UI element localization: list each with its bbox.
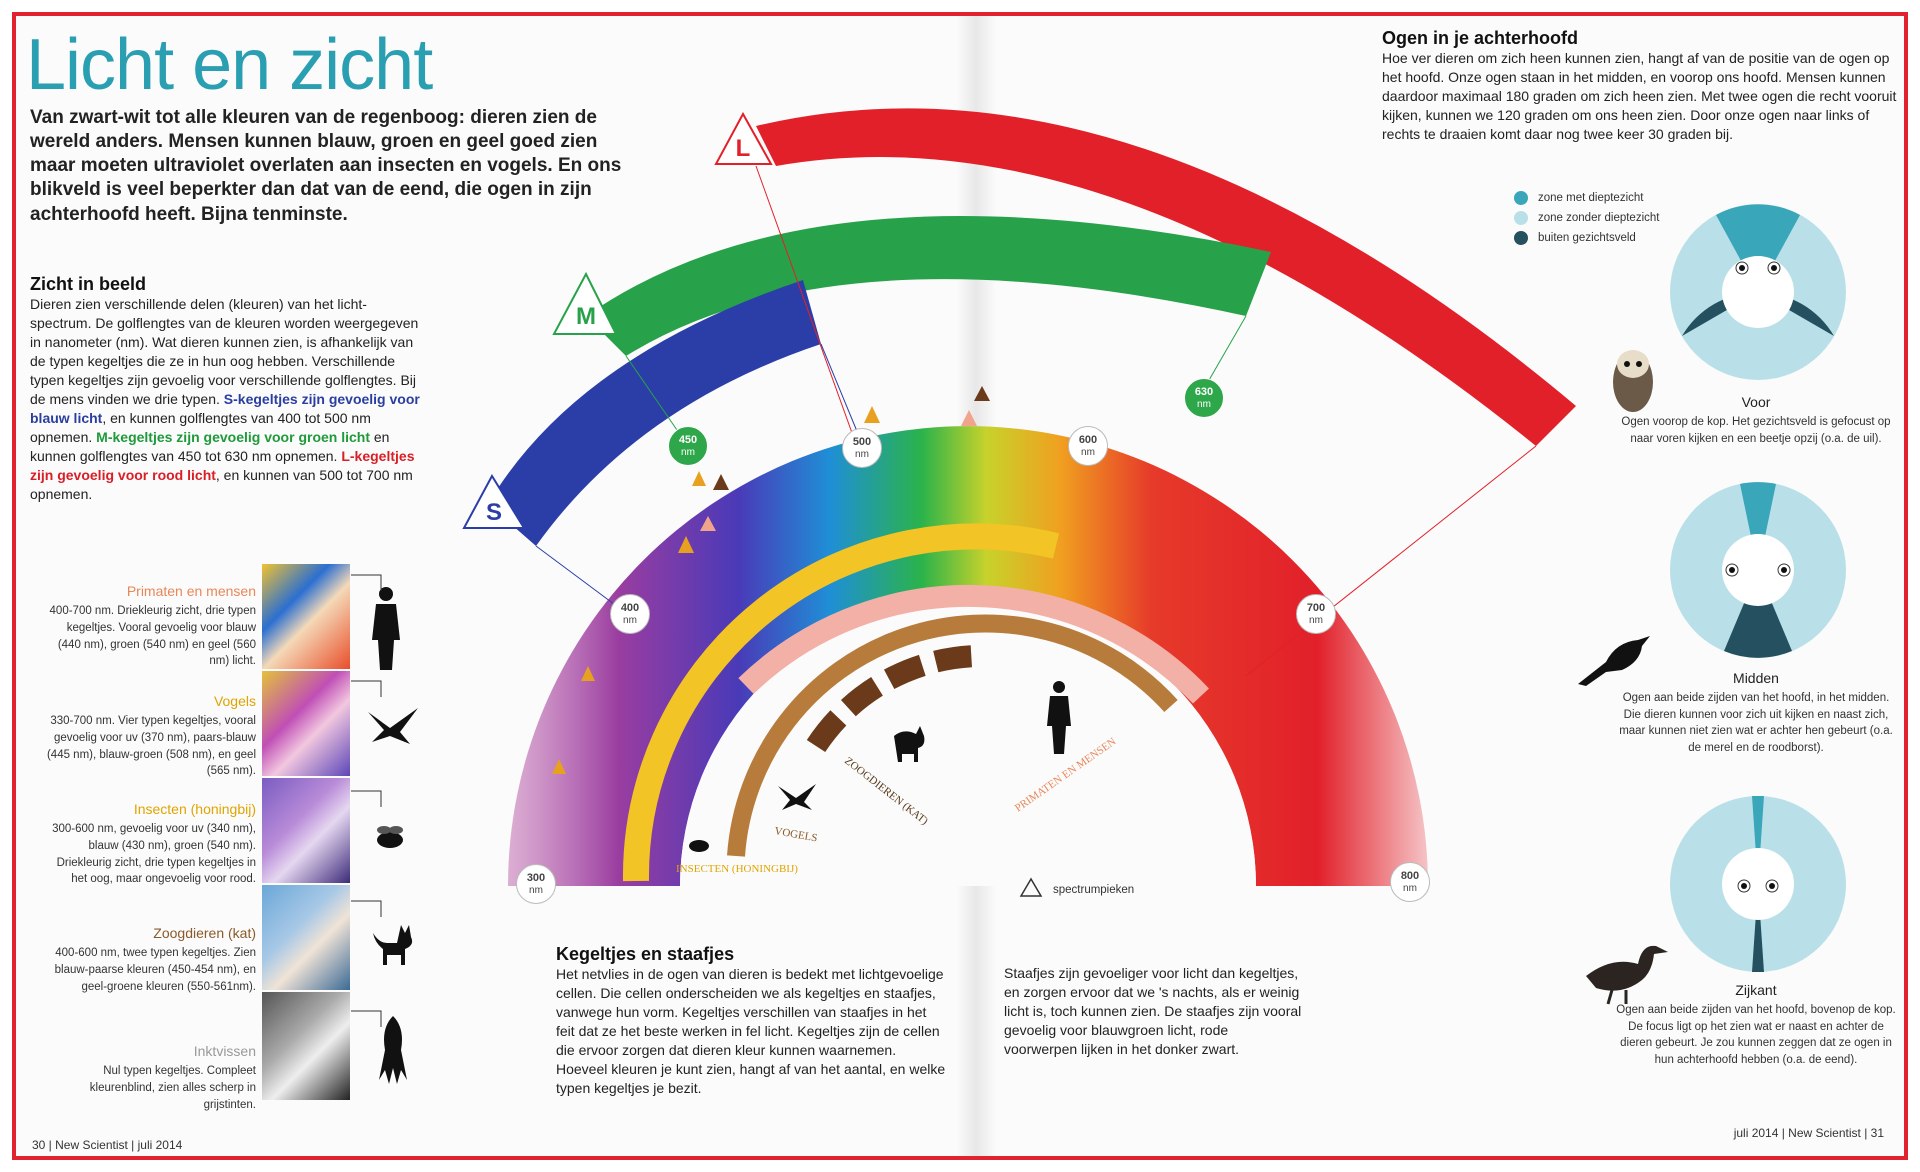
eye-caption-middle: Ogen aan beide zijden van het hoofd, in … — [1619, 692, 1893, 755]
wavelength-500: 500 nm — [842, 428, 882, 468]
peak-legend-icon — [1019, 877, 1043, 897]
paragraph-part: Dieren zien verschillende delen (kleuren… — [30, 296, 419, 408]
m-cone-band — [586, 216, 1271, 356]
magazine-spread: Licht en zicht Van zwart-wit tot alle kl… — [12, 12, 1908, 1160]
s-cone-band — [488, 280, 821, 546]
arc-label-insects: INSECTEN (HONINGBIJ) — [676, 863, 798, 875]
m-cone-text: M-kegeltjes zijn gevoelig voor groen lic… — [96, 429, 370, 446]
legend-item: zone zonder dieptezicht — [1514, 208, 1734, 228]
animal-description: Nul typen kegeltjes. Compleet kleurenbli… — [89, 1065, 256, 1111]
section-zicht-in-beeld: Zicht in beeld Dieren zien verschillende… — [30, 274, 420, 504]
animal-item: Primaten en mensen 400-700 nm. Driekleur… — [46, 581, 256, 670]
wavelength-450: 450 nm — [668, 426, 708, 466]
section-body: Dieren zien verschillende delen (kleuren… — [30, 295, 420, 504]
section-kegeltjes: Kegeltjes en staafjes Het netvlies in de… — [556, 944, 946, 1098]
animal-description: 400-600 nm, twee typen kegeltjes. Zien b… — [54, 947, 256, 993]
legend-swatch — [1514, 231, 1528, 245]
wavelength-630: 630 nm — [1184, 378, 1224, 418]
squid-silhouette-icon — [379, 1016, 407, 1084]
l-cone-band — [756, 108, 1576, 447]
s-cone-marker — [462, 473, 526, 529]
animal-name: Zoogdieren (kat) — [153, 925, 256, 941]
section-body: Het netvlies in de ogen van dieren is be… — [556, 966, 946, 1097]
animal-item: Zoogdieren (kat) 400-600 nm, twee typen … — [46, 923, 256, 995]
m-cone-label: M — [576, 303, 596, 330]
eye-title-middle: Midden — [1733, 670, 1779, 686]
section-body: Staafjes zijn gevoeliger voor licht dan … — [1004, 965, 1302, 1058]
animal-name: Primaten en mensen — [126, 583, 256, 599]
bird-small-icon — [778, 784, 816, 810]
footer-left: 30 | New Scientist | juli 2014 — [32, 1138, 183, 1152]
section-heading: Ogen in je achterhoofd — [1382, 28, 1579, 48]
human-small-icon — [1047, 681, 1071, 754]
eye-diagram-side — [1670, 796, 1846, 972]
m-cone-marker — [552, 271, 618, 335]
view-legend: zone met dieptezicht zone zonder dieptez… — [1514, 188, 1734, 248]
blackbird-icon — [1578, 636, 1650, 686]
page-title: Licht en zicht — [26, 25, 433, 105]
s-cone-label: S — [486, 499, 502, 526]
popart-image-primates — [262, 564, 350, 669]
legend-item: zone met dieptezicht — [1514, 188, 1734, 208]
section-body: Hoe ver dieren om zich heen kunnen zien,… — [1382, 50, 1897, 143]
bee-small-icon — [689, 840, 709, 852]
wavelength-400: 400 nm — [610, 594, 650, 634]
wavelength-700: 700 nm — [1296, 594, 1336, 634]
eye-diagram-middle — [1670, 482, 1846, 658]
footer-right: juli 2014 | New Scientist | 31 — [1733, 1126, 1884, 1140]
animal-description: 330-700 nm. Vier typen kegeltjes, vooral… — [46, 715, 256, 778]
legend-item: buiten gezichtsveld — [1514, 228, 1734, 248]
popart-image-birds — [262, 671, 350, 776]
primate-arc — [738, 585, 1209, 704]
peak-legend-label: spectrumpieken — [1053, 884, 1134, 896]
popart-image-insects — [262, 778, 350, 883]
section-heading: Zicht in beeld — [30, 274, 147, 294]
bee-silhouette-icon — [377, 826, 403, 848]
intro-paragraph: Van zwart-wit tot alle kleuren van de re… — [30, 107, 622, 225]
animal-item: Inktvissen Nul typen kegeltjes. Compleet… — [46, 1041, 256, 1113]
eye-diagram-front — [1670, 204, 1846, 380]
duck-icon — [1586, 945, 1668, 1005]
paragraph-part: en kunnen golflengtes van 450 tot 630 nm… — [30, 429, 390, 465]
human-silhouette-icon — [372, 587, 400, 670]
eye-title-side: Zijkant — [1735, 982, 1777, 998]
legend-swatch — [1514, 191, 1528, 205]
bird-silhouette-icon — [368, 708, 418, 744]
cat-small-icon — [894, 726, 925, 762]
animal-item: Insecten (honingbij) 300-600 nm, gevoeli… — [46, 799, 256, 888]
l-cone-marker — [714, 111, 773, 165]
wavelength-600: 600 nm — [1068, 426, 1108, 466]
owl-icon — [1613, 350, 1653, 412]
s-cone-text: S-kegeltjes zijn gevoelig voor blauw lic… — [30, 391, 420, 427]
legend-swatch — [1514, 211, 1528, 225]
l-cone-text: L-kegeltjes zijn gevoelig voor rood lich… — [30, 448, 415, 484]
section-ogen: Ogen in je achterhoofd Hoe ver dieren om… — [1382, 28, 1898, 144]
popart-image-cephalopods — [262, 992, 350, 1100]
l-cone-label: L — [736, 135, 751, 162]
animal-list: Primaten en mensen 400-700 nm. Driekleur… — [46, 581, 256, 1121]
animal-name: Vogels — [213, 693, 256, 709]
insect-arc — [622, 523, 1060, 882]
animal-name: Inktvissen — [193, 1043, 256, 1059]
connector-lines — [351, 574, 382, 1027]
wavelength-800: 800 nm — [1390, 862, 1430, 902]
spectrum-ring — [508, 426, 1428, 886]
paragraph-part: , en kunnen van 500 tot 700 nm opnemen. — [30, 467, 413, 503]
animal-item: Vogels 330-700 nm. Vier typen kegeltjes,… — [46, 691, 256, 780]
popart-image-mammals — [262, 885, 350, 990]
eye-caption-side: Ogen aan beide zijden van het hoofd, bov… — [1616, 1004, 1896, 1067]
animal-name: Insecten (honingbij) — [133, 801, 256, 817]
section-heading: Kegeltjes en staafjes — [556, 944, 735, 964]
paragraph-part: , en kunnen golflengtes van 400 tot 500 … — [30, 410, 371, 446]
eye-caption-front: Ogen voorop de kop. Het gezichtsveld is … — [1621, 416, 1891, 445]
wavelength-300: 300 nm — [516, 864, 556, 904]
animal-description: 400-700 nm. Driekleurig zicht, drie type… — [49, 605, 256, 668]
eye-title-front: Voor — [1741, 394, 1771, 410]
mammal-arc — [806, 645, 977, 753]
section-staafjes: Staafjes zijn gevoeliger voor licht dan … — [1004, 964, 1304, 1059]
animal-description: 300-600 nm, gevoelig voor uv (340 nm), b… — [52, 823, 256, 886]
cat-silhouette-icon — [373, 925, 413, 965]
spectrum-diagram: L M S INSECTEN (HONINGBIJ) VOGELS ZOOGDI… — [462, 108, 1576, 897]
bird-arc — [727, 614, 1178, 857]
